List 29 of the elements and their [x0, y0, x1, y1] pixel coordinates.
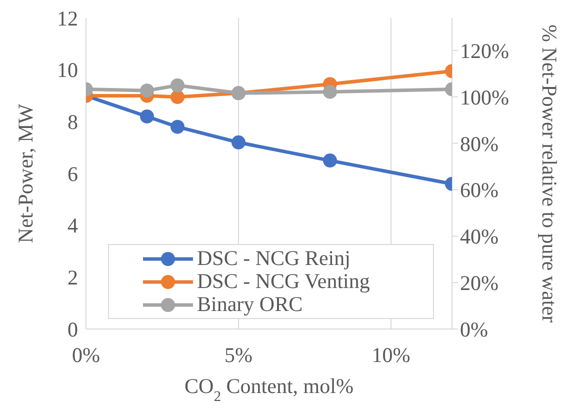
y2-tick-label: 60%: [460, 178, 498, 202]
point: [140, 109, 154, 124]
point: [170, 120, 184, 134]
y2-tick-label: 100%: [460, 85, 509, 110]
y2-tick-label: 20%: [460, 271, 498, 296]
y-axis-title: Net-Power, MW: [13, 104, 38, 244]
y2-tick-label: 40%: [460, 224, 498, 249]
x-tick-label: 5%: [224, 342, 252, 367]
y-tick-label: 2: [68, 266, 78, 290]
legend-label: Binary ORC: [197, 292, 303, 316]
point: [170, 78, 184, 92]
y-tick-label: 6: [68, 162, 78, 186]
y2-tick-label: 0%: [460, 317, 488, 342]
point: [232, 135, 246, 150]
y-tick-label: 0: [68, 317, 78, 342]
y-tick-label: 8: [68, 110, 78, 134]
x-tick-label: 10%: [372, 342, 410, 367]
y2-axis-title: % Net-Power relative to pure water: [538, 24, 562, 322]
y-tick-label: 12: [57, 6, 78, 30]
y-tick-label: 4: [68, 214, 78, 238]
point: [170, 90, 184, 104]
legend-label: DSC - NCG Venting: [197, 269, 370, 293]
y2-tick-label: 80%: [460, 132, 498, 156]
legend-label: DSC - NCG Reinj: [197, 246, 350, 270]
y2-tick-label: 120%: [460, 38, 509, 63]
x-axis-title: CO$_{2}$ Content, mol%: [184, 374, 354, 405]
y-tick-label: 10: [57, 58, 78, 82]
point: [140, 84, 154, 98]
x-tick-label: 0%: [72, 342, 100, 367]
